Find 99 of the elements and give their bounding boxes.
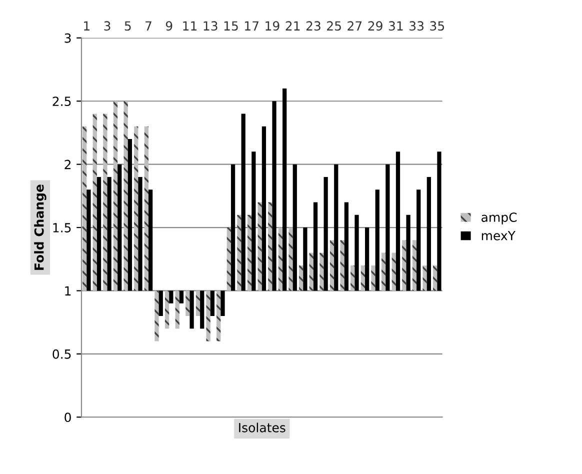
bar bbox=[107, 176, 112, 291]
bar bbox=[252, 152, 256, 291]
bar bbox=[360, 265, 365, 291]
bar bbox=[426, 176, 431, 291]
x-tick-label: 23 bbox=[306, 21, 320, 31]
x-tick-label: 25 bbox=[327, 21, 341, 31]
bar bbox=[437, 152, 442, 291]
bar bbox=[324, 176, 328, 291]
y-tick-label: 2 bbox=[64, 160, 71, 170]
bar bbox=[158, 290, 163, 316]
bar bbox=[313, 202, 318, 291]
bar bbox=[344, 202, 348, 291]
bar bbox=[138, 176, 142, 291]
bar bbox=[92, 114, 97, 291]
bar bbox=[375, 190, 380, 291]
x-tick-label: 17 bbox=[245, 21, 258, 30]
y-tick-label: 1.5 bbox=[53, 223, 71, 232]
bar bbox=[190, 290, 194, 329]
bar bbox=[330, 240, 334, 291]
bar bbox=[386, 164, 390, 291]
x-tick-label: 21 bbox=[286, 21, 300, 30]
bar bbox=[134, 126, 138, 291]
x-tick-label: 35 bbox=[430, 21, 444, 31]
y-tick-label: 1 bbox=[65, 286, 71, 296]
y-tick-label: 2.5 bbox=[52, 96, 71, 106]
bar bbox=[278, 228, 283, 291]
x-tick-label: 9 bbox=[166, 21, 172, 31]
bar bbox=[118, 164, 122, 291]
bar bbox=[148, 190, 153, 291]
x-tick-label: 7 bbox=[146, 21, 152, 30]
bar bbox=[241, 114, 246, 291]
bar bbox=[334, 164, 338, 291]
x-tick-label: 31 bbox=[388, 21, 403, 31]
bar bbox=[113, 101, 118, 291]
bar bbox=[402, 240, 406, 291]
bar bbox=[422, 265, 427, 291]
bar bbox=[179, 290, 184, 304]
bar bbox=[354, 214, 359, 291]
bar bbox=[230, 164, 236, 291]
x-tick-label: 29 bbox=[368, 21, 382, 31]
x-tick-label: 5 bbox=[124, 21, 131, 31]
legend-label: ampC bbox=[482, 212, 517, 224]
y-axis-title: Fold Change bbox=[34, 184, 46, 270]
bar bbox=[220, 290, 225, 316]
bar bbox=[258, 202, 262, 291]
x-tick-label: 19 bbox=[266, 21, 280, 31]
x-tick-label: 15 bbox=[224, 21, 238, 31]
bar bbox=[86, 190, 91, 291]
bar bbox=[103, 114, 108, 291]
bar bbox=[340, 240, 344, 291]
bar bbox=[292, 164, 297, 291]
bar bbox=[186, 290, 190, 316]
bar bbox=[412, 240, 417, 291]
bar bbox=[381, 252, 386, 291]
x-tick-label: 11 bbox=[183, 21, 197, 30]
x-tick-label: 33 bbox=[410, 21, 424, 31]
x-axis-title: Isolates bbox=[239, 422, 286, 432]
bar bbox=[216, 290, 221, 342]
legend-label: mexY bbox=[482, 231, 516, 240]
bar bbox=[320, 252, 324, 291]
y-tick-label: 0 bbox=[64, 412, 71, 422]
bar bbox=[350, 265, 355, 291]
bar bbox=[247, 214, 252, 291]
bar bbox=[433, 265, 438, 291]
bar bbox=[175, 290, 180, 329]
y-tick-label: 0.5 bbox=[52, 349, 71, 359]
bar bbox=[169, 290, 174, 304]
bar bbox=[237, 214, 242, 291]
bar bbox=[164, 290, 170, 329]
x-tick-label: 1 bbox=[84, 21, 90, 30]
bar bbox=[196, 290, 200, 316]
bar bbox=[371, 265, 376, 291]
bar bbox=[272, 101, 276, 291]
bar bbox=[200, 290, 204, 329]
bar bbox=[268, 202, 272, 291]
bar bbox=[364, 228, 370, 291]
bar bbox=[392, 252, 396, 291]
x-tick-label: 3 bbox=[104, 21, 110, 31]
bar bbox=[154, 290, 159, 342]
bar bbox=[303, 228, 308, 291]
bar bbox=[396, 152, 400, 291]
x-tick-label: 13 bbox=[204, 21, 218, 31]
bar bbox=[226, 228, 231, 291]
bar bbox=[406, 214, 410, 291]
bar bbox=[288, 228, 293, 291]
bar bbox=[124, 101, 128, 291]
bar bbox=[309, 252, 314, 291]
bar bbox=[282, 88, 287, 291]
bar bbox=[210, 290, 214, 316]
y-tick-label: 3 bbox=[64, 33, 71, 43]
bar bbox=[299, 265, 304, 291]
bar bbox=[206, 290, 210, 342]
bar bbox=[262, 126, 266, 291]
bar bbox=[144, 126, 148, 291]
bar bbox=[82, 126, 87, 291]
bar bbox=[96, 176, 102, 291]
bar bbox=[128, 139, 132, 291]
x-tick-label: 27 bbox=[348, 21, 362, 30]
bar bbox=[416, 190, 421, 291]
